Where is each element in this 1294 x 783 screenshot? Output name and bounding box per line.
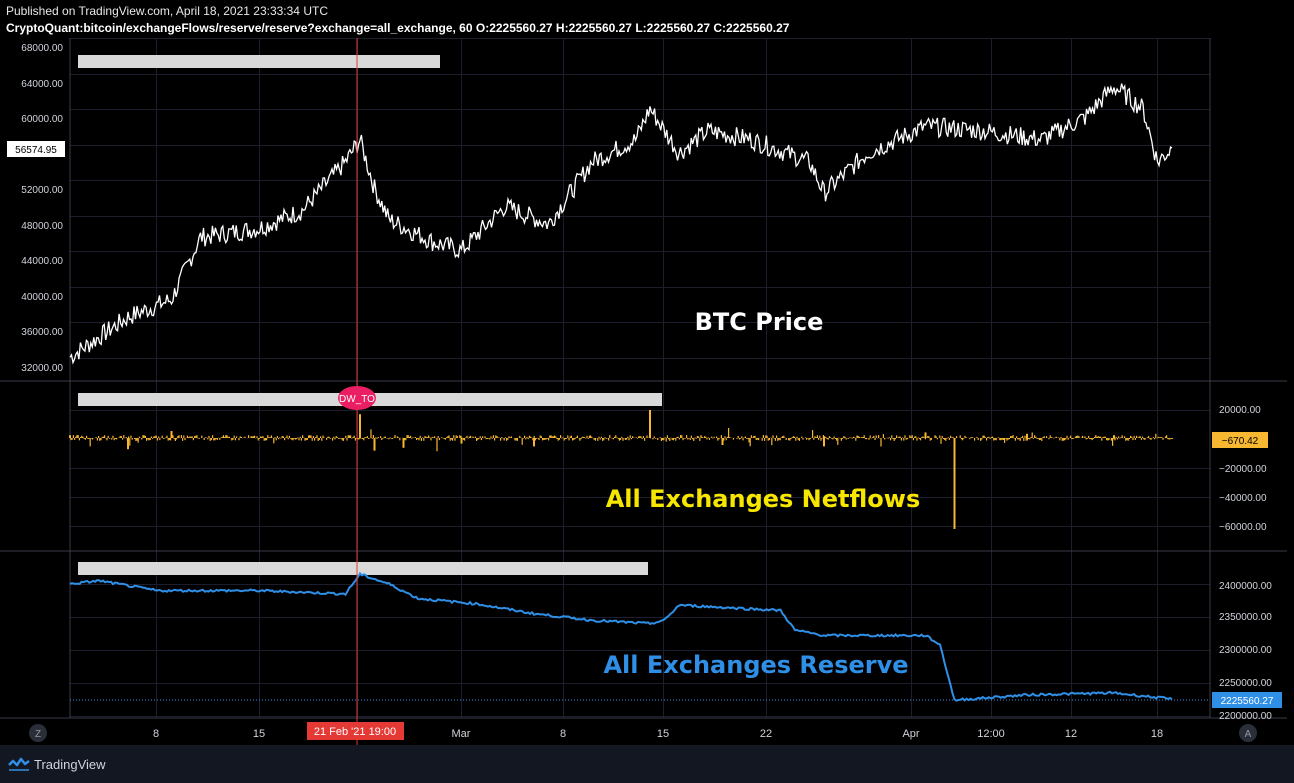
netflows-label: All Exchanges Netflows — [606, 485, 921, 513]
grid — [70, 38, 1210, 718]
time-tick: 22 — [760, 728, 772, 740]
netflows-axis[interactable]: 20000.00 −20000.00 −40000.00 −60000.00 −… — [1212, 405, 1268, 533]
price-tick: 60000.00 — [21, 114, 63, 125]
price-tick: 68000.00 — [21, 43, 63, 54]
zoom-button-label: Z — [35, 729, 41, 740]
netflows-tick: −40000.00 — [1219, 493, 1267, 504]
time-tick: Mar — [452, 728, 471, 740]
reserve-tick: 2250000.00 — [1219, 678, 1272, 689]
time-tick: 12:00 — [977, 728, 1005, 740]
price-tick: 52000.00 — [21, 185, 63, 196]
netflows-tick: −20000.00 — [1219, 464, 1267, 475]
price-legend-bar[interactable] — [78, 55, 440, 68]
netflows-series — [69, 410, 1173, 529]
netflows-tick: −60000.00 — [1219, 522, 1267, 533]
netflows-tick: 20000.00 — [1219, 405, 1261, 416]
time-tick: 8 — [153, 728, 159, 740]
price-tick: 36000.00 — [21, 327, 63, 338]
price-tick: 44000.00 — [21, 256, 63, 267]
footer-bar: TradingView — [0, 745, 1294, 783]
dw-to-marker-label: DW_TO — [339, 394, 375, 405]
time-tick: 8 — [560, 728, 566, 740]
reserve-last-value: 2225560.27 — [1221, 696, 1274, 707]
price-tick: 40000.00 — [21, 292, 63, 303]
time-tick: 15 — [657, 728, 669, 740]
time-tick: 12 — [1065, 728, 1077, 740]
price-tick: 32000.00 — [21, 363, 63, 374]
tradingview-logo-icon[interactable] — [8, 756, 30, 777]
time-tick: 18 — [1151, 728, 1163, 740]
published-caption: Published on TradingView.com, April 18, … — [6, 4, 328, 18]
crosshair-time-badge — [307, 722, 404, 740]
price-last-value-badge — [7, 141, 65, 157]
reserve-tick: 2400000.00 — [1219, 581, 1272, 592]
price-tick: 48000.00 — [21, 221, 63, 232]
chart-background — [0, 38, 1294, 745]
time-tick: 15 — [253, 728, 265, 740]
netflows-last-value: −670.42 — [1222, 436, 1259, 447]
time-axis[interactable]: 8 15 Mar 8 15 22 Apr 12:00 12 18 21 Feb … — [153, 722, 1163, 740]
reserve-last-value-badge — [1212, 692, 1282, 708]
reserve-tick: 2300000.00 — [1219, 645, 1272, 656]
reserve-axis[interactable]: 2400000.00 2350000.00 2300000.00 2250000… — [1212, 581, 1282, 722]
reserve-tick: 2200000.00 — [1219, 711, 1272, 722]
netflows-last-value-badge — [1212, 432, 1268, 448]
crosshair-time-label: 21 Feb '21 19:00 — [314, 726, 396, 738]
dw-to-marker[interactable] — [338, 386, 376, 410]
reserve-legend-bar[interactable] — [78, 562, 648, 575]
reserve-series — [69, 571, 1173, 702]
price-axis[interactable]: 68000.00 64000.00 60000.00 52000.00 4800… — [7, 43, 65, 374]
chart-area[interactable]: DW_TO BTC Price All Exchanges Netflows A… — [0, 38, 1294, 745]
symbol-ohlc-line: CryptoQuant:bitcoin/exchangeFlows/reserv… — [6, 21, 790, 35]
reserve-label: All Exchanges Reserve — [603, 651, 908, 679]
btc-price-series — [69, 83, 1173, 365]
btc-price-label: BTC Price — [695, 308, 824, 336]
auto-scale-button-label: A — [1245, 729, 1252, 740]
reserve-tick: 2350000.00 — [1219, 612, 1272, 623]
tradingview-brand[interactable]: TradingView — [34, 757, 106, 772]
zoom-button[interactable] — [29, 724, 47, 742]
price-last-value: 56574.95 — [15, 145, 57, 156]
auto-scale-button[interactable] — [1239, 724, 1257, 742]
price-tick: 64000.00 — [21, 79, 63, 90]
time-tick: Apr — [902, 728, 919, 740]
